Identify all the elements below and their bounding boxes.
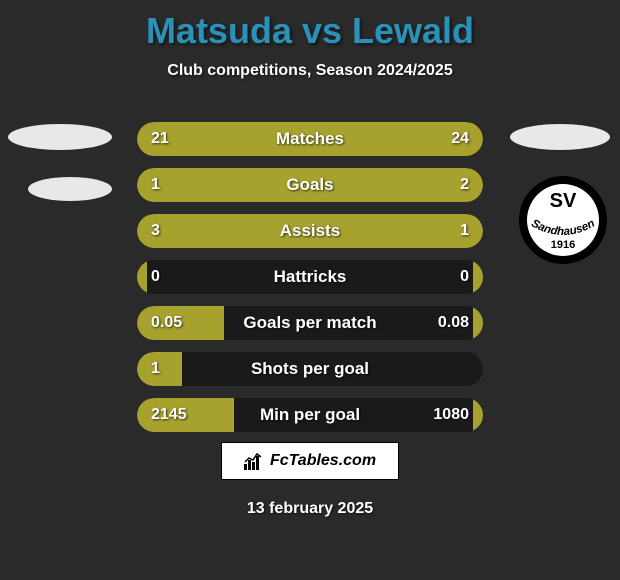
stat-value-right: 2 xyxy=(460,168,469,202)
stat-row: Goals1 2 xyxy=(137,168,483,202)
stat-label: Hattricks xyxy=(137,260,483,294)
stat-value-left: 3 xyxy=(151,214,160,248)
stat-row: Assists3 1 xyxy=(137,214,483,248)
stat-label: Assists xyxy=(137,214,483,248)
page-title: Matsuda vs Lewald xyxy=(0,0,620,52)
stat-value-left: 2145 xyxy=(151,398,187,432)
stat-value-right: 0 xyxy=(460,260,469,294)
brand-text: FcTables.com xyxy=(270,452,376,470)
stat-value-left: 1 xyxy=(151,168,160,202)
stat-label: Goals xyxy=(137,168,483,202)
stat-row: Goals per match0.05 0.08 xyxy=(137,306,483,340)
club-badge-icon: SV Sandhausen 1916 xyxy=(518,175,608,265)
player-right-placeholder xyxy=(510,124,610,150)
stat-value-right: 24 xyxy=(451,122,469,156)
player-left-placeholder-2 xyxy=(28,177,112,201)
stat-value-left: 0 xyxy=(151,260,160,294)
subtitle: Club competitions, Season 2024/2025 xyxy=(0,62,620,80)
stat-label: Min per goal xyxy=(137,398,483,432)
stat-value-left: 21 xyxy=(151,122,169,156)
stat-label: Goals per match xyxy=(137,306,483,340)
stat-value-left: 1 xyxy=(151,352,160,386)
stat-row: Shots per goal1 xyxy=(137,352,483,386)
stat-label: Matches xyxy=(137,122,483,156)
stat-label: Shots per goal xyxy=(137,352,483,386)
player-left-placeholder-1 xyxy=(8,124,112,150)
stat-value-left: 0.05 xyxy=(151,306,182,340)
date-label: 13 february 2025 xyxy=(0,500,620,518)
brand-badge: FcTables.com xyxy=(221,442,399,480)
stat-row: Hattricks0 0 xyxy=(137,260,483,294)
stat-value-right: 0.08 xyxy=(438,306,469,340)
stats-area: Matches2124Goals12Assists31Hattricks00Go… xyxy=(137,122,483,444)
svg-text:SV: SV xyxy=(550,190,577,212)
stat-row: Matches21 24 xyxy=(137,122,483,156)
stat-row: Min per goal2145 1080 xyxy=(137,398,483,432)
svg-text:1916: 1916 xyxy=(551,239,575,251)
stat-value-right: 1080 xyxy=(433,398,469,432)
stat-value-right: 1 xyxy=(460,214,469,248)
comparison-chart: Matsuda vs Lewald Club competitions, Sea… xyxy=(0,0,620,580)
